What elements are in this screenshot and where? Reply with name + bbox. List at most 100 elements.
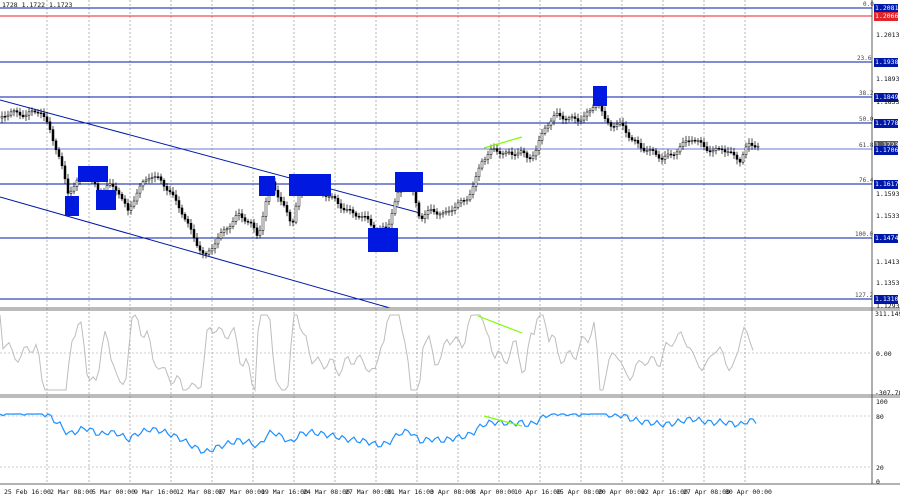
candle-body [501,153,505,155]
candle-body [639,143,643,149]
candle-body [525,152,529,158]
candle-body [219,232,223,239]
candle-body [738,159,742,163]
candle-body [483,158,487,162]
time-axis-label: 20 Apr 00:00 [598,488,645,496]
time-axis-label: 27 Apr 08:00 [683,488,730,496]
candle-body [192,229,196,239]
candle-body [744,146,748,156]
time-axis-label: 15 Apr 08:00 [556,488,603,496]
candle-body [522,150,526,154]
candle-body [366,216,370,220]
candle-body [363,215,367,218]
candle-body [180,207,184,215]
candle-body [111,183,115,187]
candle-body [579,119,583,122]
candle-body [0,115,4,119]
candle-body [519,150,523,154]
chart-grid [46,0,746,484]
candle-body [456,202,460,208]
candle-body [177,200,181,209]
candle-body [261,216,265,231]
candle-body [282,201,286,206]
candle-body [27,111,31,116]
rsi-divergence-line [483,415,523,427]
rsi-indicator[interactable] [0,413,872,468]
candle-body [651,149,655,151]
candle-body [345,209,349,211]
candle-body [729,151,733,154]
candle-body [693,139,697,142]
candle-body [357,215,361,218]
candle-body [288,211,292,222]
candle-body [237,213,241,216]
candle-body [69,190,73,194]
candle-body [696,140,700,142]
highlight-box [368,228,398,252]
candle-body [435,211,439,215]
candle-body [162,180,166,187]
candle-body [441,212,445,215]
candle-body [699,140,703,143]
candle-body [648,149,652,151]
candle-body [75,179,79,187]
candle-body [42,112,46,118]
candle-body [444,211,448,214]
time-axis-label: 12 Mar 08:00 [176,488,223,496]
candle-body [465,199,469,202]
candle-body [396,191,400,203]
candle-body [714,147,718,151]
candle-body [705,146,709,151]
candle-body [156,176,160,178]
candle-body [438,213,442,216]
candle-body [336,198,340,204]
candle-body [657,154,661,159]
pane-dividers [0,0,900,485]
candle-body [132,200,136,207]
candle-body [72,186,76,192]
candle-body [129,205,133,211]
price-label: 1.1706 [874,146,899,155]
time-axis-label: 2 Mar 08:00 [50,488,94,496]
candle-body [555,112,559,116]
candle-body [621,122,625,126]
candle-body [186,218,190,224]
candle-body [450,210,454,212]
candle-body [666,153,670,157]
cci-axis-top: 311.1497 [875,310,900,318]
candle-body [168,190,172,193]
candle-body [384,226,388,229]
candle-body [108,183,112,186]
candle-body [612,126,616,128]
candle-body [45,116,49,123]
price-candles[interactable] [0,97,760,259]
candle-body [285,205,289,213]
candle-body [423,214,427,219]
candle-body [570,116,574,119]
candle-body [57,149,61,157]
price-label: 1.1310 [874,295,899,304]
candle-body [711,150,715,153]
candle-body [123,198,127,204]
candle-body [60,156,64,167]
candle-body [756,145,760,148]
ohlc-readout: 1728 1.1722 1.1723 [2,1,73,9]
candle-body [333,195,337,199]
cci-indicator[interactable] [0,314,872,392]
candle-body [63,165,67,180]
candle-body [243,217,247,222]
candle-body [141,181,145,187]
candle-body [669,153,673,156]
candle-body [462,200,466,202]
highlight-boxes [65,86,607,252]
candle-body [354,212,358,217]
fib-level-label: 23.6 [857,55,872,62]
candle-body [642,147,646,152]
candle-body [459,200,463,204]
candle-body [576,118,580,122]
candle-body [201,250,205,254]
candle-body [240,213,244,218]
candle-body [471,186,475,195]
candle-body [735,154,739,160]
